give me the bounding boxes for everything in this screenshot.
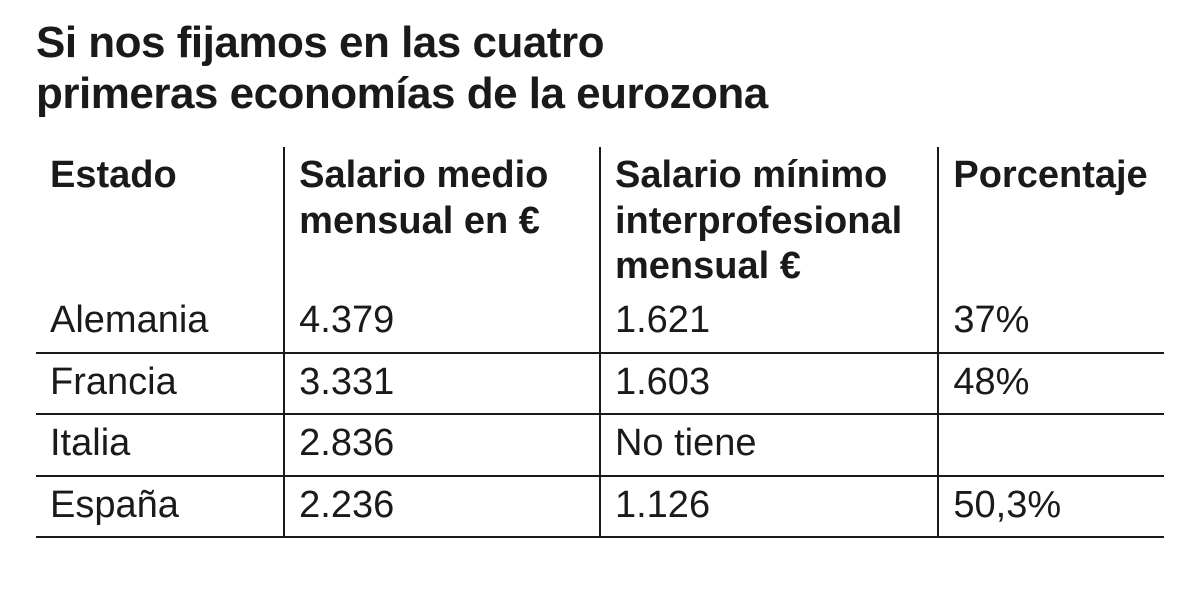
cell-salario-medio: 2.236 — [284, 476, 600, 538]
col-header-salario-medio: Salario medio mensual en € — [284, 147, 600, 294]
cell-salario-minimo: No tiene — [600, 414, 938, 476]
cell-porcentaje — [938, 414, 1164, 476]
table-row: Alemania 4.379 1.621 37% — [36, 294, 1164, 353]
col-header-salario-minimo: Salario mínimo interprofesional mensual … — [600, 147, 938, 294]
cell-porcentaje: 37% — [938, 294, 1164, 353]
cell-salario-minimo: 1.126 — [600, 476, 938, 538]
col-header-porcentaje: Porcentaje — [938, 147, 1164, 294]
cell-salario-medio: 3.331 — [284, 353, 600, 415]
salary-table: Estado Salario medio mensual en € Salari… — [36, 147, 1164, 538]
cell-porcentaje: 48% — [938, 353, 1164, 415]
table-row: España 2.236 1.126 50,3% — [36, 476, 1164, 538]
cell-estado: Italia — [36, 414, 284, 476]
cell-salario-minimo: 1.603 — [600, 353, 938, 415]
cell-estado: Alemania — [36, 294, 284, 353]
col-header-estado: Estado — [36, 147, 284, 294]
cell-porcentaje: 50,3% — [938, 476, 1164, 538]
cell-salario-medio: 4.379 — [284, 294, 600, 353]
page-container: Si nos fijamos en las cuatro primeras ec… — [0, 0, 1200, 610]
cell-estado: Francia — [36, 353, 284, 415]
table-row: Italia 2.836 No tiene — [36, 414, 1164, 476]
page-title: Si nos fijamos en las cuatro primeras ec… — [36, 18, 1164, 119]
title-line-1: Si nos fijamos en las cuatro — [36, 18, 604, 67]
table-row: Francia 3.331 1.603 48% — [36, 353, 1164, 415]
title-line-2: primeras economías de la eurozona — [36, 69, 768, 118]
cell-salario-minimo: 1.621 — [600, 294, 938, 353]
cell-salario-medio: 2.836 — [284, 414, 600, 476]
table-header-row: Estado Salario medio mensual en € Salari… — [36, 147, 1164, 294]
cell-estado: España — [36, 476, 284, 538]
